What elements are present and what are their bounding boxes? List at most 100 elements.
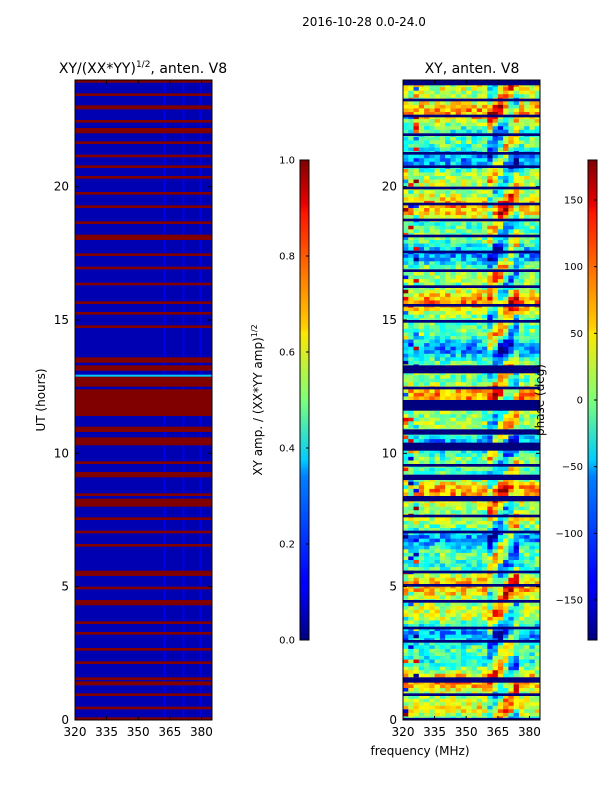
phase-cell	[529, 382, 536, 387]
phase-cell	[429, 414, 435, 419]
phase-cell	[524, 193, 530, 198]
phase-cell	[534, 421, 541, 426]
phase-cell	[529, 289, 536, 294]
phase-cell	[403, 275, 409, 280]
phase-cell	[503, 524, 509, 529]
phase-cell	[429, 90, 435, 95]
phase-cell	[450, 392, 456, 397]
x-tick-label: 380	[190, 725, 213, 739]
phase-cell	[524, 378, 530, 383]
phase-cell	[513, 222, 520, 227]
phase-cell	[534, 208, 541, 212]
phase-cell	[460, 211, 467, 216]
phase-cell	[466, 90, 472, 95]
phase-cell	[497, 353, 504, 358]
phase-cell	[408, 499, 414, 504]
phase-cell	[524, 87, 530, 91]
phase-cell	[450, 193, 456, 198]
phase-cell	[466, 236, 472, 241]
phase-cell	[529, 488, 536, 493]
phase-cell	[482, 499, 488, 504]
phase-cell	[513, 161, 520, 166]
phase-cell	[429, 211, 435, 216]
phase-cell	[524, 240, 530, 244]
phase-cell	[482, 424, 488, 429]
amplitude-flagged-row	[75, 677, 212, 680]
phase-cell	[476, 410, 483, 415]
phase-cell	[482, 90, 488, 95]
phase-cell	[403, 296, 409, 301]
phase-cell	[429, 272, 435, 276]
phase-cell	[413, 350, 420, 355]
phase-cell	[487, 421, 493, 426]
phase-cell	[403, 257, 409, 262]
phase-cell	[403, 183, 409, 187]
phase-cell	[529, 346, 536, 351]
phase-cell	[413, 535, 420, 539]
phase-cell	[439, 460, 446, 465]
phase-cell	[434, 435, 441, 440]
phase-cell	[424, 414, 430, 419]
phase-cell	[466, 108, 472, 113]
phase-cell	[518, 197, 525, 202]
phase-cell	[471, 520, 478, 525]
phase-cell	[429, 581, 435, 586]
phase-cell	[508, 172, 514, 177]
phase-cell	[482, 485, 488, 490]
phase-cell	[424, 506, 430, 511]
phase-cell	[471, 314, 478, 319]
phase-cell	[413, 417, 420, 422]
phase-cell	[434, 563, 441, 568]
phase-cell	[434, 254, 441, 259]
phase-cell	[418, 83, 425, 88]
phase-cell	[408, 147, 414, 152]
phase-cell	[492, 222, 499, 227]
phase-cell	[460, 421, 467, 426]
phase-cell	[455, 240, 462, 244]
phase-cell	[534, 321, 541, 326]
amplitude-flagged-row	[75, 105, 212, 110]
phase-cell	[429, 307, 435, 312]
phase-cell	[508, 282, 514, 287]
phase-cell	[450, 378, 456, 383]
phase-cell	[418, 122, 425, 127]
phase-cell	[424, 531, 430, 536]
phase-cell	[466, 524, 472, 529]
phase-cell	[424, 183, 430, 187]
phase-cell	[471, 243, 478, 248]
phase-cell	[524, 129, 530, 134]
phase-cell	[466, 414, 472, 419]
phase-cell	[408, 140, 414, 145]
phase-cell	[534, 225, 541, 230]
phase-cell	[408, 382, 414, 387]
phase-cell	[487, 179, 493, 184]
phase-cell	[445, 236, 451, 241]
phase-cell	[487, 193, 493, 198]
phase-cell	[413, 584, 420, 589]
phase-cell	[434, 492, 441, 497]
phase-cell	[403, 378, 409, 383]
phase-cell	[445, 225, 451, 230]
phase-cell	[403, 215, 409, 219]
phase-cell	[476, 112, 483, 116]
phase-cell	[513, 176, 520, 180]
phase-cell	[450, 176, 456, 180]
phase-cell	[508, 510, 514, 515]
phase-cell	[513, 535, 520, 539]
phase-cell	[408, 332, 414, 337]
phase-cell	[408, 350, 414, 355]
phase-cell	[403, 190, 409, 195]
phase-cell	[476, 552, 483, 557]
phase-cell	[466, 87, 472, 91]
phase-cell	[534, 183, 541, 187]
phase-cell	[408, 481, 414, 486]
phase-cell	[460, 115, 467, 120]
phase-cell	[482, 357, 488, 362]
phase-cell	[403, 460, 409, 465]
phase-cell	[497, 90, 504, 95]
phase-cell	[492, 499, 499, 504]
phase-cell	[471, 360, 478, 365]
phase-cell	[513, 357, 520, 362]
phase-cell	[424, 112, 430, 116]
phase-cell	[418, 90, 425, 95]
